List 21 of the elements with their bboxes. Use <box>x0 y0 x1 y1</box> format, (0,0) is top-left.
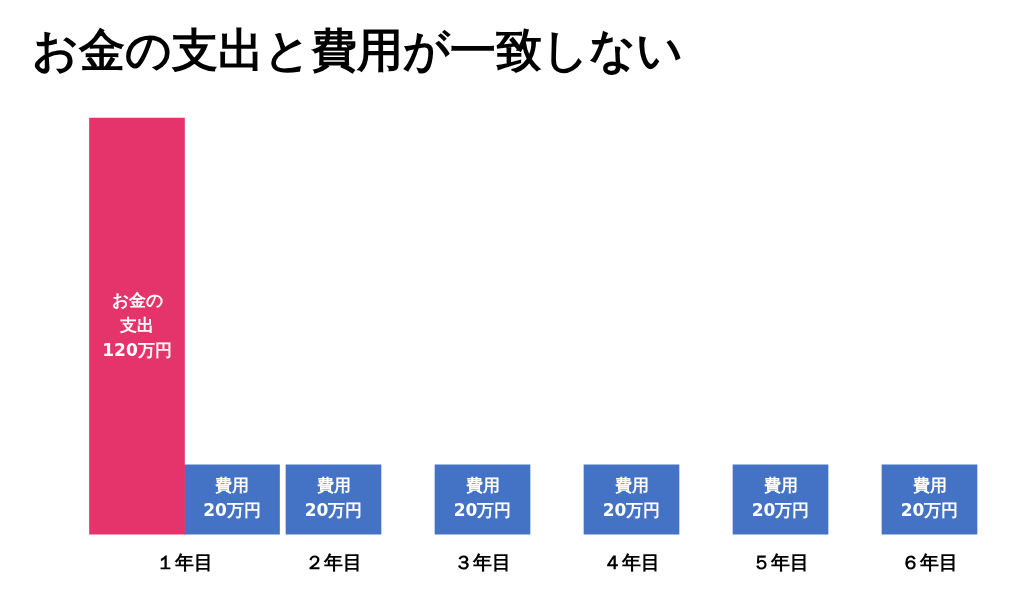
text: 費用 <box>316 475 351 496</box>
data-label: 20万円 <box>453 500 512 521</box>
series-label: お金の支出 <box>111 289 163 335</box>
text: 費用 <box>465 475 500 496</box>
x-tick-label: ３年目 <box>454 550 511 573</box>
data-label: 20万円 <box>304 500 363 521</box>
x-tick-label: ２年目 <box>305 550 362 573</box>
data-label: 20万円 <box>602 500 661 521</box>
data-label: 20万円 <box>900 500 959 521</box>
chart-title: お金の支出と費用が一致しない <box>31 22 684 78</box>
text: 費用 <box>614 475 649 496</box>
data-label: 120万円 <box>102 339 172 360</box>
data-label: 20万円 <box>203 500 261 521</box>
x-tick-label: ６年目 <box>901 550 958 573</box>
x-tick-label: ５年目 <box>752 550 809 573</box>
text: 費用 <box>912 475 947 496</box>
data-label: 20万円 <box>751 500 810 521</box>
text: 費用 <box>763 475 798 496</box>
series-label: 費用 <box>214 475 249 496</box>
x-tick-label: ４年目 <box>603 550 660 573</box>
x-tick-label: １年目 <box>156 550 213 573</box>
